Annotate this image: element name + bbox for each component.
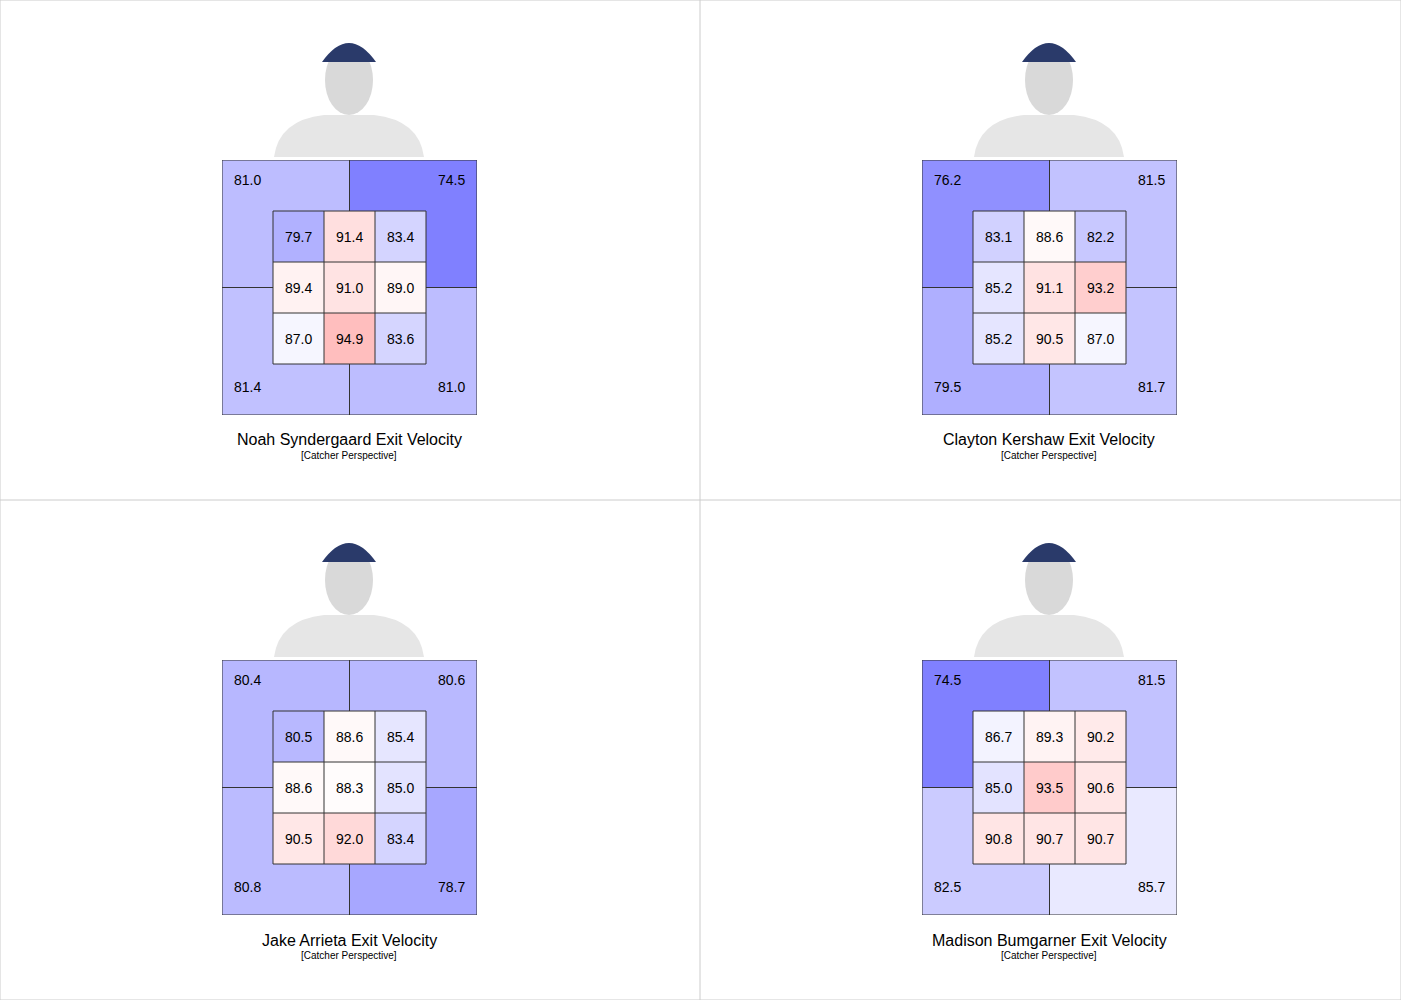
svg-text:89.4: 89.4	[285, 280, 312, 296]
svg-text:85.7: 85.7	[1138, 879, 1165, 895]
svg-text:Madison Bumgarner Exit Velocit: Madison Bumgarner Exit Velocity	[932, 932, 1167, 949]
svg-text:81.4: 81.4	[234, 379, 261, 395]
svg-text:Jake Arrieta Exit Velocity: Jake Arrieta Exit Velocity	[262, 932, 437, 949]
svg-text:81.5: 81.5	[1138, 672, 1165, 688]
svg-text:88.6: 88.6	[1036, 229, 1063, 245]
svg-text:91.1: 91.1	[1036, 280, 1063, 296]
svg-text:82.5: 82.5	[934, 879, 961, 895]
svg-text:81.7: 81.7	[1138, 379, 1165, 395]
svg-text:91.0: 91.0	[336, 280, 363, 296]
svg-text:74.5: 74.5	[934, 672, 961, 688]
svg-text:80.5: 80.5	[285, 729, 312, 745]
svg-text:74.5: 74.5	[438, 172, 465, 188]
svg-text:93.2: 93.2	[1087, 280, 1114, 296]
svg-text:78.7: 78.7	[438, 879, 465, 895]
svg-text:89.3: 89.3	[1036, 729, 1063, 745]
svg-text:82.2: 82.2	[1087, 229, 1114, 245]
svg-text:[Catcher Perspective]: [Catcher Perspective]	[1001, 450, 1097, 461]
svg-text:80.4: 80.4	[234, 672, 261, 688]
svg-text:Noah Syndergaard Exit Velocity: Noah Syndergaard Exit Velocity	[237, 431, 462, 448]
svg-text:81.0: 81.0	[234, 172, 261, 188]
svg-text:85.0: 85.0	[985, 780, 1012, 796]
svg-text:85.2: 85.2	[985, 331, 1012, 347]
svg-text:80.8: 80.8	[234, 879, 261, 895]
svg-text:93.5: 93.5	[1036, 780, 1063, 796]
svg-text:87.0: 87.0	[1087, 331, 1114, 347]
svg-text:79.5: 79.5	[934, 379, 961, 395]
svg-text:88.6: 88.6	[285, 780, 312, 796]
svg-text:79.7: 79.7	[285, 229, 312, 245]
svg-text:90.8: 90.8	[985, 831, 1012, 847]
svg-text:[Catcher Perspective]: [Catcher Perspective]	[301, 450, 397, 461]
svg-text:87.0: 87.0	[285, 331, 312, 347]
svg-text:[Catcher Perspective]: [Catcher Perspective]	[301, 950, 397, 961]
svg-text:83.1: 83.1	[985, 229, 1012, 245]
svg-text:94.9: 94.9	[336, 331, 363, 347]
svg-text:90.5: 90.5	[1036, 331, 1063, 347]
svg-text:90.6: 90.6	[1087, 780, 1114, 796]
svg-text:90.7: 90.7	[1036, 831, 1063, 847]
svg-text:86.7: 86.7	[985, 729, 1012, 745]
svg-text:92.0: 92.0	[336, 831, 363, 847]
svg-text:81.0: 81.0	[438, 379, 465, 395]
svg-text:85.4: 85.4	[387, 729, 414, 745]
svg-text:88.3: 88.3	[336, 780, 363, 796]
svg-text:90.7: 90.7	[1087, 831, 1114, 847]
svg-text:76.2: 76.2	[934, 172, 961, 188]
svg-text:85.0: 85.0	[387, 780, 414, 796]
svg-text:90.2: 90.2	[1087, 729, 1114, 745]
svg-text:81.5: 81.5	[1138, 172, 1165, 188]
svg-text:[Catcher Perspective]: [Catcher Perspective]	[1001, 950, 1097, 961]
svg-text:83.4: 83.4	[387, 831, 414, 847]
svg-text:90.5: 90.5	[285, 831, 312, 847]
svg-text:83.6: 83.6	[387, 331, 414, 347]
svg-text:91.4: 91.4	[336, 229, 363, 245]
svg-text:89.0: 89.0	[387, 280, 414, 296]
svg-text:83.4: 83.4	[387, 229, 414, 245]
svg-text:80.6: 80.6	[438, 672, 465, 688]
svg-text:88.6: 88.6	[336, 729, 363, 745]
svg-text:Clayton Kershaw Exit Velocity: Clayton Kershaw Exit Velocity	[943, 431, 1155, 448]
svg-text:85.2: 85.2	[985, 280, 1012, 296]
